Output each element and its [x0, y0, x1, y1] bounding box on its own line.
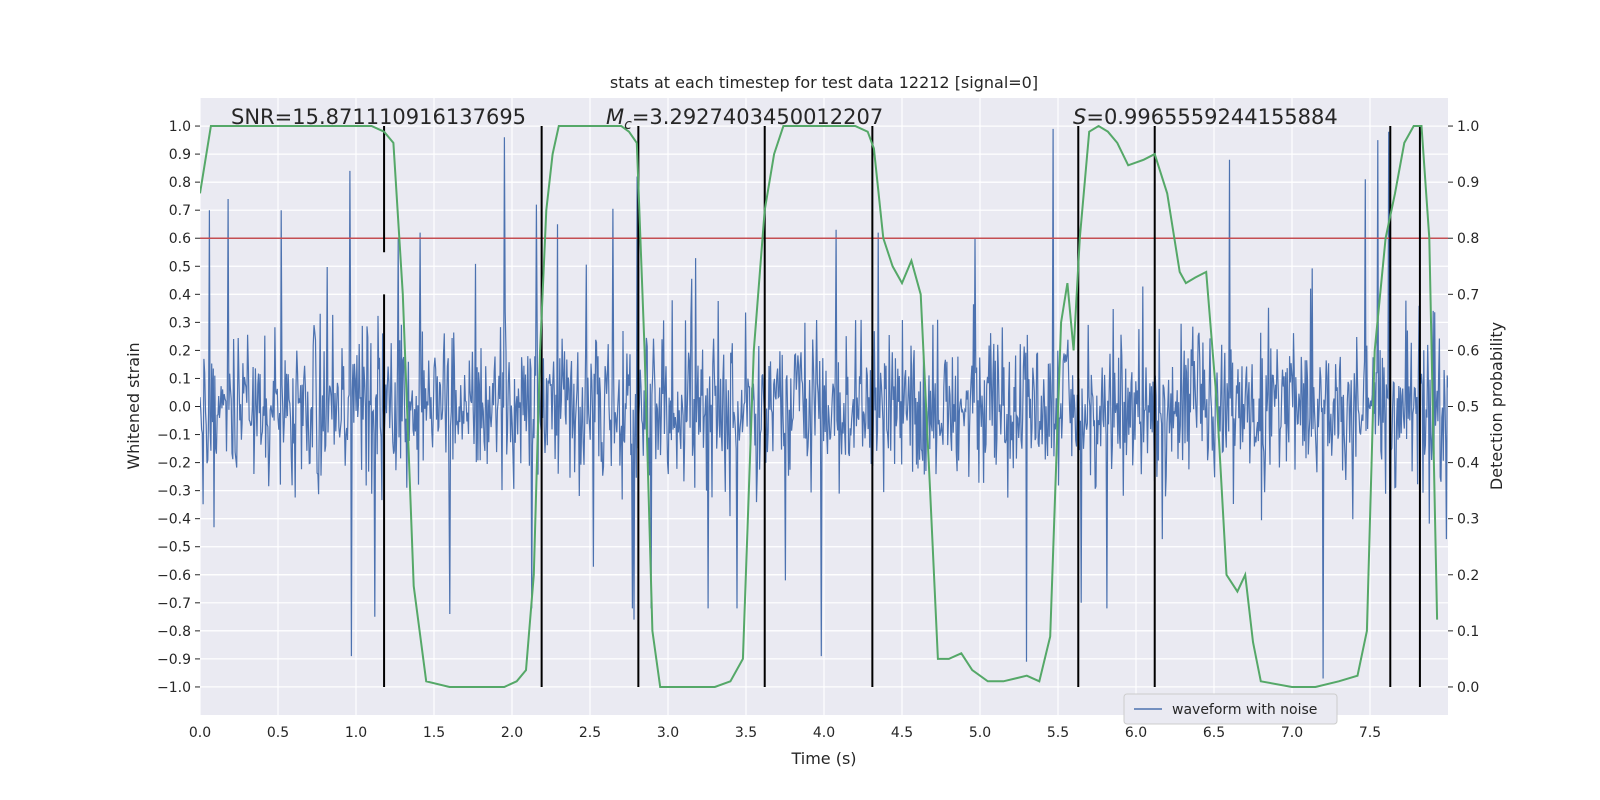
- y-left-tick-label: 0.1: [169, 371, 191, 387]
- y-left-tick-label: −0.8: [157, 624, 191, 640]
- waveform-line: [200, 128, 1448, 679]
- legend-entry: waveform with noise: [1172, 702, 1317, 718]
- y-axis-right-label: Detection probability: [1487, 322, 1506, 490]
- y-left-tick-label: −0.5: [157, 540, 191, 556]
- y-left-tick-label: −0.7: [157, 596, 191, 612]
- y-left-tick-label: 0.4: [169, 287, 191, 303]
- y-axis-left-label: Whitened strain: [124, 342, 143, 469]
- chirp-mass-value: =3.2927403450012207: [632, 105, 883, 129]
- y-left-tick-label: 0.2: [169, 343, 191, 359]
- x-tick-label: 4.0: [813, 725, 835, 741]
- chart-title: stats at each timestep for test data 122…: [610, 73, 1038, 92]
- x-tick-label: 6.5: [1203, 725, 1225, 741]
- y-right-tick-label: 0.4: [1457, 456, 1479, 472]
- y-left-tick-label: 0.7: [169, 203, 191, 219]
- y-left-tick-label: 0.9: [169, 147, 191, 163]
- y-right-tick-label: 0.3: [1457, 512, 1479, 528]
- x-tick-label: 3.5: [735, 725, 757, 741]
- x-tick-label: 0.0: [189, 725, 211, 741]
- spin-symbol: S: [1073, 105, 1086, 129]
- chirp-mass-subscript: c: [624, 117, 632, 133]
- y-axis-right-ticks: 1.0 0.9 0.8 0.7 0.6 0.5 0.4 0.3 0.2 0.1 0.0: [1448, 119, 1479, 696]
- spin-value: =0.9965559244155884: [1086, 105, 1337, 129]
- y-left-tick-label: −0.4: [157, 512, 191, 528]
- snr-annotation: SNR=15.871110916137695: [231, 105, 526, 129]
- x-tick-label: 1.5: [423, 725, 445, 741]
- y-left-tick-label: −0.1: [157, 428, 191, 444]
- y-right-tick-label: 0.2: [1457, 568, 1479, 584]
- grid-lines: [199, 98, 1448, 715]
- y-right-tick-label: 0.9: [1457, 175, 1479, 191]
- y-right-tick-label: 0.1: [1457, 624, 1479, 640]
- y-left-tick-label: 0.5: [169, 259, 191, 275]
- x-tick-label: 2.0: [501, 725, 523, 741]
- y-right-tick-label: 0.8: [1457, 231, 1479, 247]
- x-axis-label: Time (s): [790, 749, 856, 768]
- y-left-tick-label: 0.3: [169, 315, 191, 331]
- y-right-tick-label: 0.6: [1457, 343, 1479, 359]
- x-tick-label: 5.5: [1047, 725, 1069, 741]
- y-right-tick-label: 1.0: [1457, 119, 1479, 135]
- spin-annotation: S=0.9965559244155884: [1073, 105, 1338, 129]
- legend-box: [1123, 693, 1338, 725]
- y-axis-left-ticks: 1.0 0.9 0.8 0.7 0.6 0.5 0.4 0.3 0.2 0.1 0.0 −0.1 −0.…: [157, 119, 200, 696]
- chirp-mass-symbol: M: [606, 105, 624, 129]
- y-left-tick-label: 0.0: [169, 400, 191, 416]
- y-left-tick-label: −0.3: [157, 484, 191, 500]
- x-tick-label: 7.0: [1281, 725, 1303, 741]
- x-tick-label: 0.5: [267, 725, 289, 741]
- x-tick-label: 1.0: [345, 725, 367, 741]
- y-left-tick-label: −1.0: [157, 680, 191, 696]
- chirp-mass-annotation: Mc=3.2927403450012207: [606, 105, 883, 133]
- y-left-tick-label: −0.6: [157, 568, 191, 584]
- y-left-tick-label: 0.8: [169, 175, 191, 191]
- y-right-tick-label: 0.7: [1457, 287, 1479, 303]
- x-tick-label: 3.0: [657, 725, 679, 741]
- probability-line: [200, 124, 1439, 688]
- y-left-tick-label: 1.0: [169, 119, 191, 135]
- x-axis-ticks: 0.0 0.5 1.0 1.5 2.0 2.5 3.0 3.5 4.0 4.5 5.0 5.5 6.0 6…: [189, 725, 1381, 741]
- x-tick-label: 6.0: [1125, 725, 1147, 741]
- x-tick-label: 2.5: [579, 725, 601, 741]
- legend: waveform with noise: [1123, 693, 1338, 725]
- y-left-tick-label: −0.9: [157, 652, 191, 668]
- y-left-tick-label: 0.6: [169, 231, 191, 247]
- x-tick-label: 5.0: [969, 725, 991, 741]
- y-right-tick-label: 0.5: [1457, 400, 1479, 416]
- y-left-tick-label: −0.2: [157, 456, 191, 472]
- y-right-tick-label: 0.0: [1457, 680, 1479, 696]
- x-tick-label: 4.5: [891, 725, 913, 741]
- x-tick-label: 7.5: [1359, 725, 1381, 741]
